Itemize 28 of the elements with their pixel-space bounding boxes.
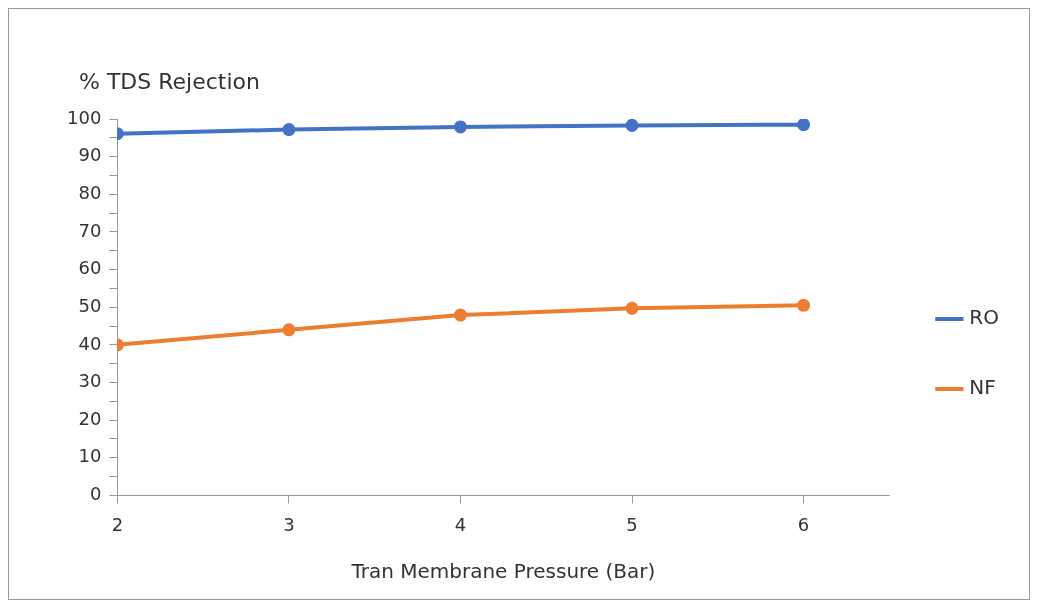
x-tick-label: 6	[797, 513, 810, 535]
y-tick-label: 50	[78, 294, 102, 316]
y-tick-label: 0	[89, 483, 102, 505]
point	[797, 298, 811, 312]
y-tick-label: 40	[78, 332, 102, 354]
point	[797, 119, 811, 132]
x-tick-label: 2	[111, 513, 124, 535]
point	[453, 120, 467, 134]
y-tick-label: 10	[78, 445, 102, 467]
y-tick-label: 70	[78, 219, 102, 241]
point	[282, 123, 296, 137]
point	[453, 308, 467, 322]
y-tick-label: 20	[78, 407, 102, 429]
x-axis-title: Tran Membrane Pressure (Bar)	[350, 559, 656, 584]
legend-label: NF	[969, 375, 996, 400]
x-tick-label: 4	[454, 513, 467, 535]
legend-label: RO	[969, 305, 999, 330]
y-tick-label: 100	[67, 106, 102, 128]
point	[282, 323, 296, 337]
x-tick-label: 5	[626, 513, 638, 535]
y-tick-label: 90	[78, 144, 102, 166]
y-tick-label: 60	[78, 257, 102, 279]
y-tick-label: 80	[78, 181, 102, 203]
x-tick-label: 3	[283, 513, 295, 535]
point	[625, 301, 639, 315]
y-tick-label: 30	[78, 370, 102, 392]
y-axis-title: % TDS Rejection	[79, 69, 260, 94]
point	[625, 119, 639, 132]
